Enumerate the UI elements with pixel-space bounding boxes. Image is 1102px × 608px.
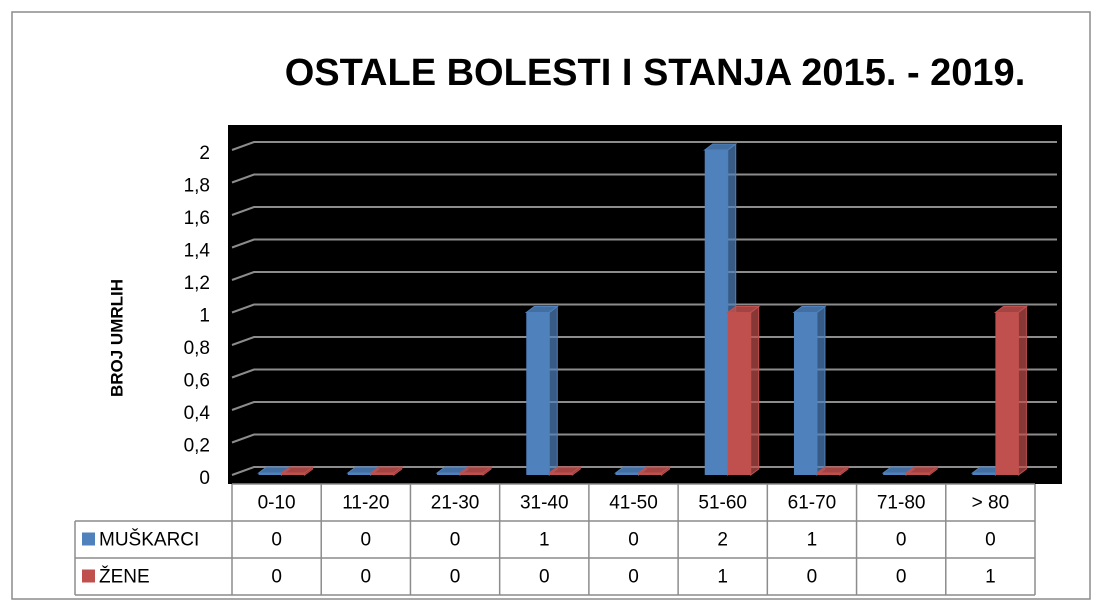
bar bbox=[906, 473, 930, 475]
grid-line bbox=[231, 401, 1057, 411]
table-cell: 0 bbox=[450, 567, 461, 588]
table-cell: 2 bbox=[717, 530, 728, 551]
x-tick-label: 0-10 bbox=[258, 493, 296, 514]
y-tick-label: 0 bbox=[199, 468, 210, 489]
bar bbox=[549, 473, 573, 475]
y-tick-label: 1,6 bbox=[184, 208, 210, 229]
table-cell: 0 bbox=[361, 567, 372, 588]
chart-title: OSTALE BOLESTI I STANJA 2015. - 2019. bbox=[285, 52, 1026, 94]
bar bbox=[727, 312, 751, 475]
table-cell: 0 bbox=[271, 567, 282, 588]
x-tick-label: 61-70 bbox=[788, 493, 837, 514]
grid-line bbox=[231, 173, 1057, 184]
bar-side bbox=[750, 305, 760, 476]
table-cell: 0 bbox=[985, 530, 996, 551]
table-cell: 0 bbox=[361, 530, 372, 551]
grid-line bbox=[231, 336, 1057, 346]
y-tick-label: 1,4 bbox=[184, 241, 211, 262]
y-axis-title: BROJ UMRLIH bbox=[107, 279, 126, 397]
y-tick-label: 0,4 bbox=[184, 403, 211, 424]
legend-swatch bbox=[82, 569, 95, 583]
table-cell: 1 bbox=[807, 530, 818, 551]
table-cell: 0 bbox=[896, 567, 907, 588]
bar bbox=[638, 473, 662, 475]
bar bbox=[258, 473, 282, 475]
table-cell: 0 bbox=[539, 567, 550, 588]
x-tick-label: 41-50 bbox=[609, 493, 658, 514]
x-tick-label: 51-60 bbox=[698, 493, 747, 514]
legend-label: ŽENE bbox=[99, 566, 150, 588]
grid-line bbox=[231, 141, 1057, 151]
table-cell: 0 bbox=[807, 567, 818, 588]
grid-line bbox=[231, 271, 1057, 281]
bar bbox=[883, 473, 907, 475]
table-cell: 0 bbox=[450, 530, 461, 551]
bar bbox=[816, 473, 840, 475]
table-cell: 1 bbox=[539, 530, 550, 551]
grid-line bbox=[231, 303, 1057, 314]
bar bbox=[526, 312, 550, 475]
grid-line bbox=[231, 368, 1057, 379]
x-tick-label: 11-20 bbox=[342, 493, 389, 514]
bar-side bbox=[548, 305, 558, 476]
bar bbox=[793, 312, 817, 475]
y-tick-label: 1,2 bbox=[184, 273, 210, 294]
bar-side bbox=[816, 305, 826, 476]
bar bbox=[704, 150, 728, 475]
bar bbox=[347, 473, 371, 475]
bar bbox=[460, 473, 484, 475]
table-cell: 1 bbox=[717, 567, 728, 588]
y-tick-label: 1 bbox=[199, 306, 210, 327]
x-tick-label: 71-80 bbox=[877, 493, 926, 514]
x-tick-label: 21-30 bbox=[431, 493, 480, 514]
y-tick-label: 2 bbox=[199, 143, 210, 164]
bar bbox=[995, 312, 1019, 475]
table-cell: 0 bbox=[896, 530, 907, 551]
y-tick-label: 0,6 bbox=[184, 371, 210, 392]
grid-line bbox=[231, 238, 1057, 249]
x-tick-label: 31-40 bbox=[520, 493, 569, 514]
grid-line bbox=[231, 433, 1057, 444]
bar bbox=[615, 473, 639, 475]
y-tick-label: 1,8 bbox=[184, 176, 210, 197]
bar-side bbox=[1017, 305, 1027, 476]
x-tick-label: > 80 bbox=[972, 493, 1010, 514]
bar bbox=[281, 473, 305, 475]
legend-swatch bbox=[82, 532, 95, 546]
table-cell: 0 bbox=[628, 567, 639, 588]
grid-line bbox=[231, 466, 1057, 476]
bar bbox=[437, 473, 461, 475]
table-cell: 0 bbox=[271, 530, 282, 551]
y-tick-label: 0,2 bbox=[184, 436, 210, 457]
grid-line bbox=[231, 206, 1057, 216]
bar bbox=[972, 473, 996, 475]
bar bbox=[370, 473, 394, 475]
table-cell: 0 bbox=[628, 530, 639, 551]
y-tick-label: 0,8 bbox=[184, 338, 210, 359]
table-cell: 1 bbox=[985, 567, 996, 588]
legend-label: MUŠKARCI bbox=[99, 529, 199, 551]
